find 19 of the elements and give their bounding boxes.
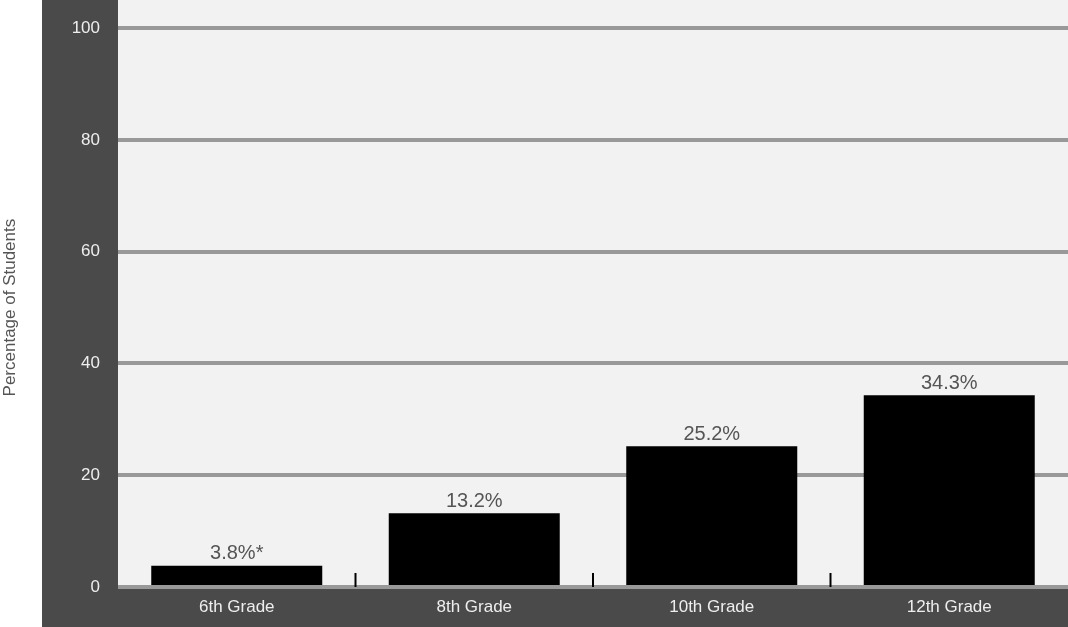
y-tick-label: 60 <box>81 241 100 261</box>
data-label: 34.3% <box>920 370 978 393</box>
x-tick-label: 10th Grade <box>669 596 755 616</box>
y-tick-label: 20 <box>81 464 100 484</box>
bar <box>151 565 323 585</box>
data-label: 13.2% <box>445 488 503 511</box>
data-label: 3.8%* <box>210 541 264 564</box>
x-tick-label: 6th Grade <box>198 596 275 616</box>
bar <box>863 395 1035 585</box>
y-tick-label: 0 <box>90 576 100 596</box>
y-tick-label: 80 <box>81 129 100 149</box>
bar <box>388 513 560 585</box>
bar <box>626 446 798 585</box>
x-tick-label: 12th Grade <box>906 596 992 616</box>
data-label: 25.2% <box>683 421 741 444</box>
x-tick-label: 8th Grade <box>436 596 513 616</box>
y-tick-label: 100 <box>71 17 100 37</box>
y-tick-label: 40 <box>81 353 100 373</box>
y-axis-title: Percentage of Students <box>0 218 19 397</box>
